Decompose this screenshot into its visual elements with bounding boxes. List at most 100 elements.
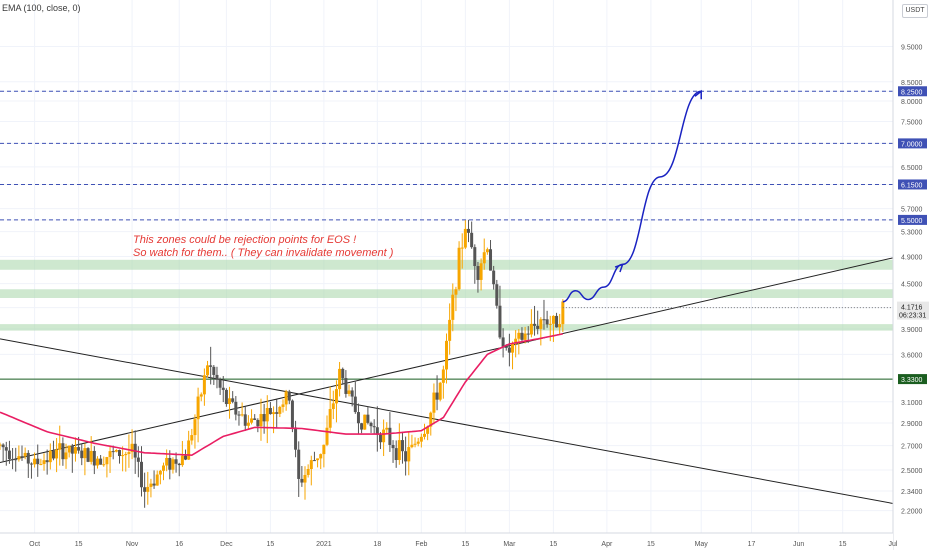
candle — [360, 422, 364, 434]
annotation-line-1: This zones could be rejection points for… — [133, 234, 356, 246]
candle-body — [407, 447, 411, 462]
candle-body — [448, 319, 452, 341]
candle — [206, 360, 210, 378]
candle-body — [1, 444, 5, 448]
candle — [419, 433, 423, 448]
candle-body — [350, 390, 354, 397]
candle — [303, 466, 307, 500]
candle — [67, 445, 71, 458]
candle — [33, 452, 37, 468]
candle — [407, 431, 411, 476]
candle — [256, 418, 260, 433]
candle-body — [218, 379, 222, 388]
candle-body — [322, 444, 326, 455]
candle — [250, 409, 254, 425]
candle — [48, 443, 52, 470]
candle-body — [551, 315, 555, 324]
candle — [4, 441, 8, 466]
candle — [334, 380, 338, 423]
candle-body — [334, 389, 338, 404]
currency-button[interactable]: USDT — [902, 4, 928, 18]
candle — [262, 403, 266, 434]
time-tick-label: Jun — [793, 541, 804, 548]
candle-body — [385, 427, 389, 430]
candle — [533, 305, 537, 336]
candle-body — [457, 247, 461, 290]
candle — [485, 247, 489, 255]
candle — [507, 333, 511, 367]
candle-body — [520, 332, 524, 340]
candle — [413, 437, 417, 448]
candle — [312, 451, 316, 462]
candle — [441, 365, 445, 399]
candle — [400, 431, 404, 464]
candle — [265, 395, 269, 444]
candle — [545, 310, 549, 328]
candle-body — [467, 228, 471, 233]
candle — [11, 448, 15, 470]
candle — [275, 399, 279, 428]
ema-line — [0, 333, 563, 457]
price-tick-label: 5.3000 — [901, 230, 923, 237]
descending-trendline — [0, 338, 894, 504]
annotation-line-2: So watch for them.. ( They can invalidat… — [133, 247, 394, 259]
candle — [397, 423, 401, 465]
candle-body — [139, 461, 143, 488]
candle-body — [86, 448, 90, 462]
candle — [470, 221, 474, 249]
candle-body — [410, 444, 414, 448]
candle — [328, 386, 332, 434]
candle-body — [281, 404, 285, 407]
support-price-label: 3.3300 — [901, 377, 923, 384]
candle — [341, 367, 345, 385]
candle-body — [432, 392, 436, 413]
candle-body — [196, 396, 200, 420]
candle-body — [501, 337, 505, 347]
candle-body — [539, 319, 543, 329]
time-tick-label: 15 — [461, 541, 469, 548]
candle-body — [83, 448, 87, 459]
candle — [14, 447, 18, 472]
candle — [26, 450, 30, 478]
candle — [388, 412, 392, 452]
candle — [209, 346, 213, 385]
candle-body — [316, 458, 320, 461]
price-tick-label: 3.1000 — [901, 400, 923, 407]
candle — [86, 447, 90, 463]
price-tick-label: 9.5000 — [901, 45, 923, 52]
candle-body — [561, 301, 565, 325]
candle — [316, 458, 320, 468]
support-price-tag — [898, 374, 927, 385]
candle — [432, 383, 436, 425]
candle-body — [70, 445, 74, 454]
candle — [127, 434, 131, 468]
candle-body — [303, 474, 307, 483]
candle-body — [256, 420, 260, 427]
candle — [498, 285, 502, 340]
candles — [0, 219, 565, 508]
candle — [231, 391, 235, 404]
candle-body — [463, 228, 467, 248]
candle-body — [397, 440, 401, 461]
candle-body — [250, 418, 254, 423]
candle-body — [55, 449, 59, 459]
candle — [536, 310, 540, 335]
time-tick-label: Mar — [503, 541, 516, 548]
candle-body — [290, 400, 294, 428]
candle — [224, 388, 228, 407]
candle-body — [341, 368, 345, 379]
ema-indicator-label[interactable]: EMA (100, close, 0) — [2, 3, 81, 13]
candle-body — [485, 249, 489, 253]
candle-body — [224, 389, 228, 405]
candle — [501, 328, 505, 358]
candle-body — [360, 423, 364, 430]
candle — [416, 437, 420, 447]
current-price-label: 4.1716 — [901, 305, 923, 312]
candle-body — [174, 459, 178, 464]
candle-body — [507, 347, 511, 353]
candle — [482, 238, 486, 270]
candle-body — [259, 414, 263, 427]
candle — [558, 313, 562, 334]
candle-body — [77, 447, 81, 451]
